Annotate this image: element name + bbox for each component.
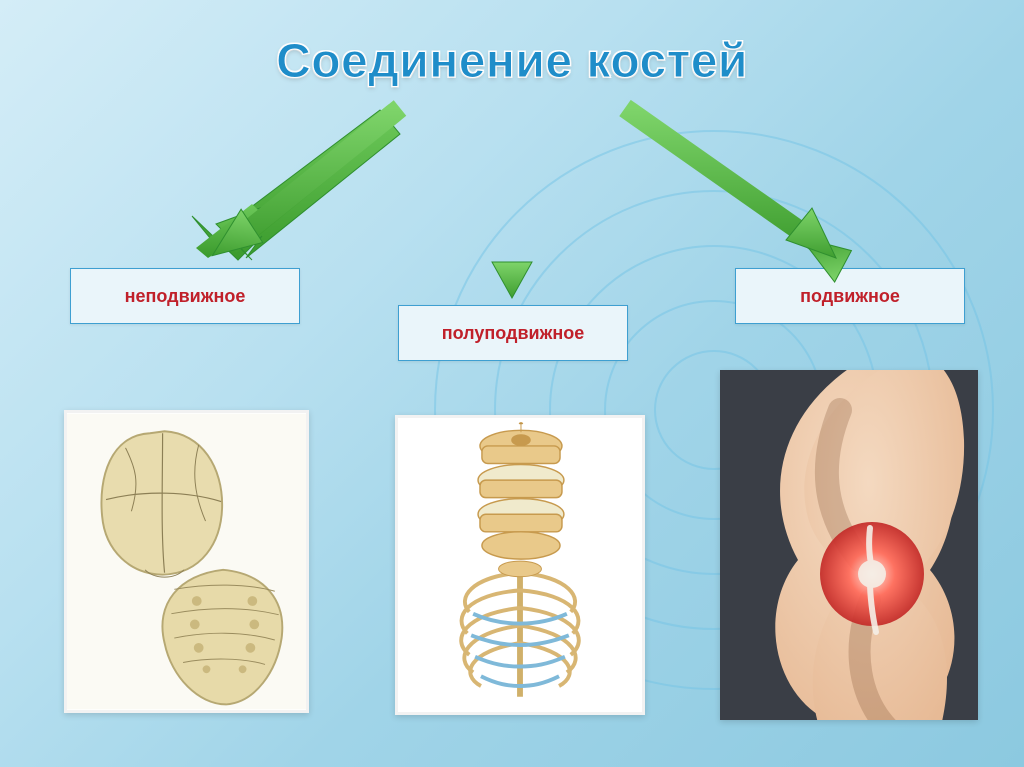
image-immovable — [64, 410, 309, 713]
arrow-left — [192, 110, 400, 260]
box-semimovable: полуподвижное — [398, 305, 628, 361]
label-immovable: неподвижное — [125, 286, 246, 307]
image-semimovable — [395, 415, 645, 715]
vertebrae-ribcage-illustration — [398, 415, 642, 715]
label-semimovable: полуподвижное — [442, 323, 584, 344]
arrow-to-immovable — [212, 108, 400, 262]
image-movable — [720, 370, 978, 720]
arrow-to-movable — [625, 108, 856, 287]
arrow-left-clean — [196, 112, 395, 260]
label-movable: подвижное — [800, 286, 900, 307]
page-title: Соединение костей — [0, 34, 1024, 89]
box-movable: подвижное — [735, 268, 965, 324]
knee-illustration — [720, 370, 978, 720]
arrow-to-semimovable — [492, 108, 532, 298]
skull-sacrum-illustration — [67, 410, 306, 713]
box-immovable: неподвижное — [70, 268, 300, 324]
